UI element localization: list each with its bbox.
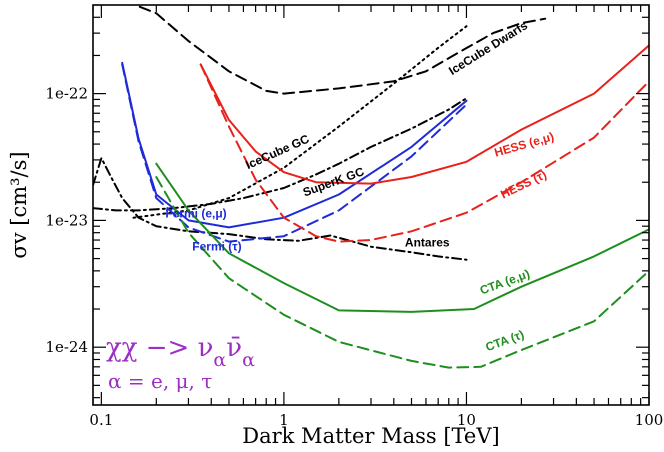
process-sub: α bbox=[213, 349, 226, 371]
series-icecube-dwarfs bbox=[132, 5, 547, 95]
x-tick-label: 10 bbox=[457, 411, 476, 429]
ticks-layer: 0.1 1 10 100 1e-24 1e-23 1e-22 bbox=[45, 5, 663, 429]
y-tick-label: 1e-23 bbox=[45, 211, 88, 229]
label-hess: HESS (τ) bbox=[498, 167, 549, 201]
curves-layer bbox=[93, 5, 649, 369]
x-axis-title: Dark Matter Mass [TeV] bbox=[242, 424, 499, 448]
process-main: χχ −> ν bbox=[106, 333, 213, 363]
series-fermi bbox=[121, 63, 468, 243]
process-flavors: α = e, μ, τ bbox=[108, 369, 212, 393]
series-hess-e bbox=[199, 44, 649, 185]
label-fermi-e: Fermi (e,μ) bbox=[165, 207, 226, 221]
process-annotation: χχ −> ναν̄α α = e, μ, τ bbox=[106, 333, 255, 393]
label-icecube-dwarfs: IceCube Dwarfs bbox=[446, 18, 530, 78]
y-tick-label: 1e-22 bbox=[45, 85, 88, 103]
series-hess bbox=[199, 63, 649, 243]
label-antares: Antares bbox=[405, 236, 450, 250]
label-hess-e: HESS (e,μ) bbox=[493, 129, 556, 159]
x-tick-label: 0.1 bbox=[89, 411, 113, 429]
y-axis-title: σv [cm³/s] bbox=[7, 151, 31, 258]
series-antares bbox=[93, 157, 468, 261]
process-nubar: ν̄ bbox=[226, 333, 242, 363]
series-cta-e bbox=[155, 162, 649, 313]
series-cta bbox=[155, 176, 649, 369]
process-sub2: α bbox=[242, 349, 255, 371]
y-tick-label: 1e-24 bbox=[45, 338, 88, 356]
series-icecube-gc bbox=[132, 25, 468, 219]
label-icecube-gc: IceCube GC bbox=[243, 131, 311, 172]
x-tick-label: 1 bbox=[279, 411, 289, 429]
svg-text:χχ −> ναν̄α: χχ −> ναν̄α bbox=[106, 333, 255, 371]
x-tick-label: 100 bbox=[635, 411, 664, 429]
label-cta: CTA (τ) bbox=[484, 327, 526, 354]
label-fermi: Fermi (τ) bbox=[192, 239, 241, 253]
label-cta-e: CTA (e,μ) bbox=[478, 267, 532, 298]
series-superk-gc bbox=[93, 97, 468, 212]
